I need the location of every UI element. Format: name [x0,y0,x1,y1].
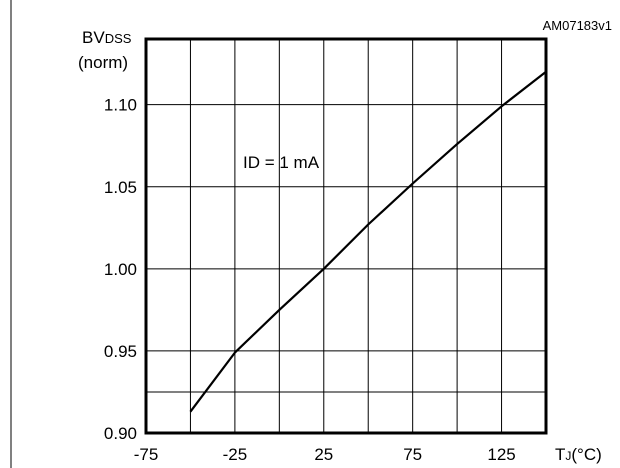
x-axis-label-main: T [555,445,565,464]
x-axis-label-subscript: J [565,449,571,463]
annotation: ID = 1 mA [243,153,320,172]
y-axis-label-main: BV [82,28,105,47]
x-tick-label: 25 [314,445,333,464]
figure-id: AM07183v1 [543,18,612,33]
x-tick-labels: -75 -25 25 75 125 [134,445,516,464]
series-line [189,70,547,413]
y-tick-label: 1.00 [104,260,137,279]
y-tick-label: 1.10 [104,96,137,115]
x-tick-label: -25 [223,445,248,464]
curve-layer [189,70,547,413]
y-tick-label: 0.90 [104,424,137,443]
x-tick-label: -75 [134,445,159,464]
y-tick-label: 0.95 [104,342,137,361]
y-axis-label-unit: (norm) [78,53,128,72]
x-axis-label-unit: (°C) [571,445,601,464]
plot-frame [144,37,548,435]
y-axis-label: BVDSS [82,28,132,47]
x-tick-label: 75 [403,445,422,464]
y-axis-label-subscript: DSS [105,31,132,46]
y-tick-label: 1.05 [104,178,137,197]
grid [146,39,546,433]
x-axis-label: TJ(°C) [555,445,602,464]
y-tick-labels: 0.90 0.95 1.00 1.05 1.10 [104,96,137,443]
x-tick-label: 125 [487,445,515,464]
